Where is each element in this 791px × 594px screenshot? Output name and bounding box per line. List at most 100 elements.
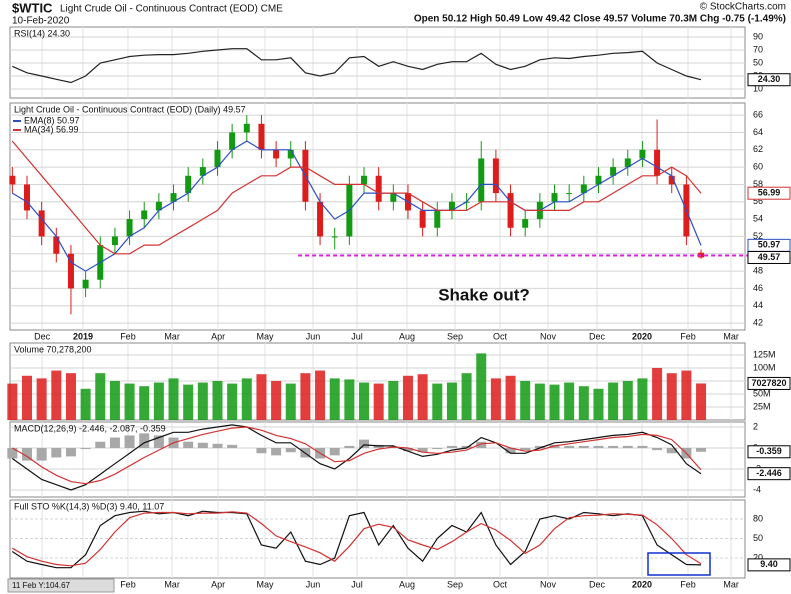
histogram-bar [608,445,619,449]
volume-bar [271,380,282,420]
x-tick-label: Jul [351,579,363,589]
histogram-bar [285,448,296,453]
x-tick-label: Aug [399,331,415,341]
y-tick-label: 2 [753,421,758,431]
candle-body [639,149,646,159]
candle-body [38,210,45,237]
histogram-bar [256,448,267,454]
volume-bar [212,380,223,420]
y-tick-label: 100M [753,362,776,372]
quote: Open 50.12 High 50.49 Low 49.42 Close 49… [414,14,786,25]
candle-body [170,193,177,202]
candle-body [287,149,294,159]
instrument-name: Light Crude Oil - Continuous Contract (E… [60,4,283,15]
volume-bar [578,386,589,420]
volume-bar [461,373,472,420]
candle-body [53,236,60,254]
x-tick-label: Feb [680,579,696,589]
candle-body [492,158,499,194]
candle-body [331,236,338,238]
y-tick-label: 46 [753,283,763,293]
volume-bar [681,370,692,420]
series-line [12,48,702,84]
x-tick-label: Sep [447,331,463,341]
cursor-readout: 11 Feb Y:104.67 [12,581,71,590]
value-box-label: -0.359 [756,446,782,456]
value-box-label: 56.99 [758,188,781,198]
series-line [12,426,702,485]
value-box-label: 9.40 [760,559,778,569]
legend-label: EMA(8) 50.97 [24,115,80,125]
cursor-box [7,578,115,593]
volume-bar [36,378,47,420]
candle-body [478,158,485,202]
volume-bar [139,386,150,420]
candle-body [243,123,250,133]
histogram-bar [329,448,340,456]
histogram-bar [446,445,457,449]
panel-title: Light Crude Oil - Continuous Contract (E… [14,104,246,114]
volume-bar [80,388,91,420]
value-box [747,73,791,87]
candle-body [375,175,382,202]
x-tick-label: Jun [306,579,321,589]
histogram-bar [622,445,633,449]
histogram-bar [344,445,355,449]
candle-body [624,158,631,168]
series-line [11,140,702,255]
x-tick-label: 2019 [73,331,93,341]
candle-body [67,253,74,289]
histogram-bar [212,443,223,449]
y-tick-label: 90 [753,31,763,41]
y-tick-label: 62 [753,144,763,154]
volume-bar [95,373,106,420]
y-tick-label: 70 [753,44,763,54]
value-box-label: 49.57 [758,252,781,262]
panel-title: RSI(14) 24.30 [14,28,70,38]
panel-frame [9,499,746,579]
candle-body [654,149,661,176]
volume-bar [549,384,560,420]
x-tick-label: Feb [120,331,136,341]
volume-bar [666,373,677,420]
series-line [11,424,702,491]
credit: © StockCharts.com [700,2,786,13]
y-tick-label: 64 [753,127,763,137]
volume-bar [432,383,443,420]
candle-body [126,219,133,237]
histogram-bar [80,448,91,450]
x-tick-label: Oct [493,331,508,341]
y-tick-label: 50M [753,388,771,398]
volume-bar [476,353,487,420]
histogram-bar [51,448,62,458]
volume-bar [520,380,531,420]
value-box [747,376,791,390]
volume-bar [344,379,355,420]
series-line [11,140,702,272]
value-box [747,186,791,200]
panel-frame [9,102,746,331]
x-tick-label: May [256,579,274,589]
x-tick-label: Mar [723,579,739,589]
y-tick-label: 60 [753,161,763,171]
histogram-bar [652,448,663,451]
histogram-bar [271,448,282,456]
panel-title: MACD(12,26,9) -2.446, -2.087, -0.359 [14,423,166,433]
date: 10-Feb-2020 [12,16,70,27]
x-tick-label: Apr [211,331,225,341]
candle-body [668,175,675,185]
candle-body [155,201,162,211]
histogram-bar [578,445,589,449]
volume-bar [168,378,179,420]
x-tick-label: Feb [680,331,696,341]
candle-body [434,210,441,228]
volume-bar [564,382,575,420]
histogram-bar [696,448,707,452]
annotation: Shake out? [438,285,530,304]
histogram-bar [36,448,47,461]
candle-body [390,193,397,202]
histogram-bar [666,448,677,454]
panel-title: Full STO %K(14,3) %D(3) 9.40, 11.07 [14,501,164,511]
x-tick-label: Aug [399,579,415,589]
value-box-label: 24.30 [758,74,781,84]
